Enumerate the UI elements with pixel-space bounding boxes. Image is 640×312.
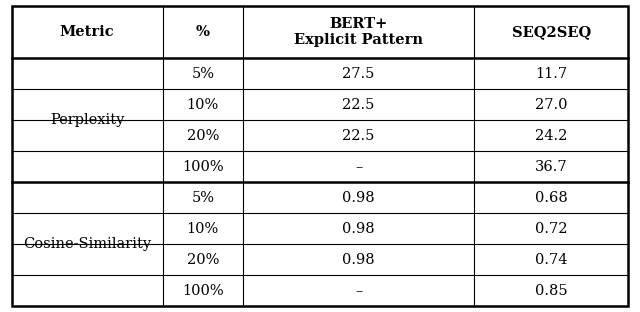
Text: 10%: 10%: [187, 222, 219, 236]
Text: 0.98: 0.98: [342, 253, 375, 267]
Text: 36.7: 36.7: [535, 160, 568, 174]
Text: 22.5: 22.5: [342, 129, 375, 143]
Text: 27.0: 27.0: [535, 98, 568, 112]
Text: 27.5: 27.5: [342, 67, 375, 81]
Text: –: –: [355, 160, 362, 174]
Text: Metric: Metric: [60, 25, 115, 39]
Text: 0.98: 0.98: [342, 191, 375, 205]
Text: 11.7: 11.7: [535, 67, 568, 81]
Text: 0.72: 0.72: [535, 222, 568, 236]
Text: %: %: [196, 25, 210, 39]
Text: 0.68: 0.68: [535, 191, 568, 205]
Text: 100%: 100%: [182, 284, 223, 298]
Text: 24.2: 24.2: [535, 129, 568, 143]
Text: 20%: 20%: [187, 129, 219, 143]
Text: 22.5: 22.5: [342, 98, 375, 112]
Text: 100%: 100%: [182, 160, 223, 174]
Text: SEQ2SEQ: SEQ2SEQ: [512, 25, 591, 39]
Text: 0.74: 0.74: [535, 253, 568, 267]
Text: –: –: [355, 284, 362, 298]
Text: 0.85: 0.85: [535, 284, 568, 298]
Text: Perplexity: Perplexity: [50, 113, 124, 127]
Text: Cosine-Similarity: Cosine-Similarity: [23, 237, 151, 251]
Text: 5%: 5%: [191, 191, 214, 205]
Text: 20%: 20%: [187, 253, 219, 267]
Text: 0.98: 0.98: [342, 222, 375, 236]
Text: 5%: 5%: [191, 67, 214, 81]
Text: BERT+
Explicit Pattern: BERT+ Explicit Pattern: [294, 17, 423, 47]
Text: 10%: 10%: [187, 98, 219, 112]
